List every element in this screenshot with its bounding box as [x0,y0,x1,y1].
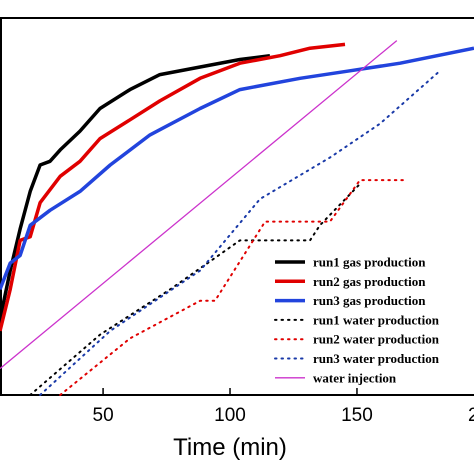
series-line [59,179,406,396]
legend-label: run3 water production [313,351,440,366]
x-tick-label: 50 [93,405,114,426]
legend-label: run1 gas production [313,255,426,270]
series-line [0,40,398,370]
series-line [0,46,474,291]
legend-label: run3 gas production [313,293,426,308]
series-line [29,182,361,396]
legend-label: run2 water production [313,332,440,347]
x-tick-label: 100 [214,405,246,426]
legend-label: run2 gas production [313,274,426,289]
series-line [0,53,271,320]
legend-label: run1 water production [313,312,440,327]
series-line [0,42,346,332]
legend-label: water injection [313,370,397,385]
x-tick-label: 200 [468,405,474,426]
x-tick-label: 150 [341,405,373,426]
x-axis-title: Time (min) [173,434,287,461]
